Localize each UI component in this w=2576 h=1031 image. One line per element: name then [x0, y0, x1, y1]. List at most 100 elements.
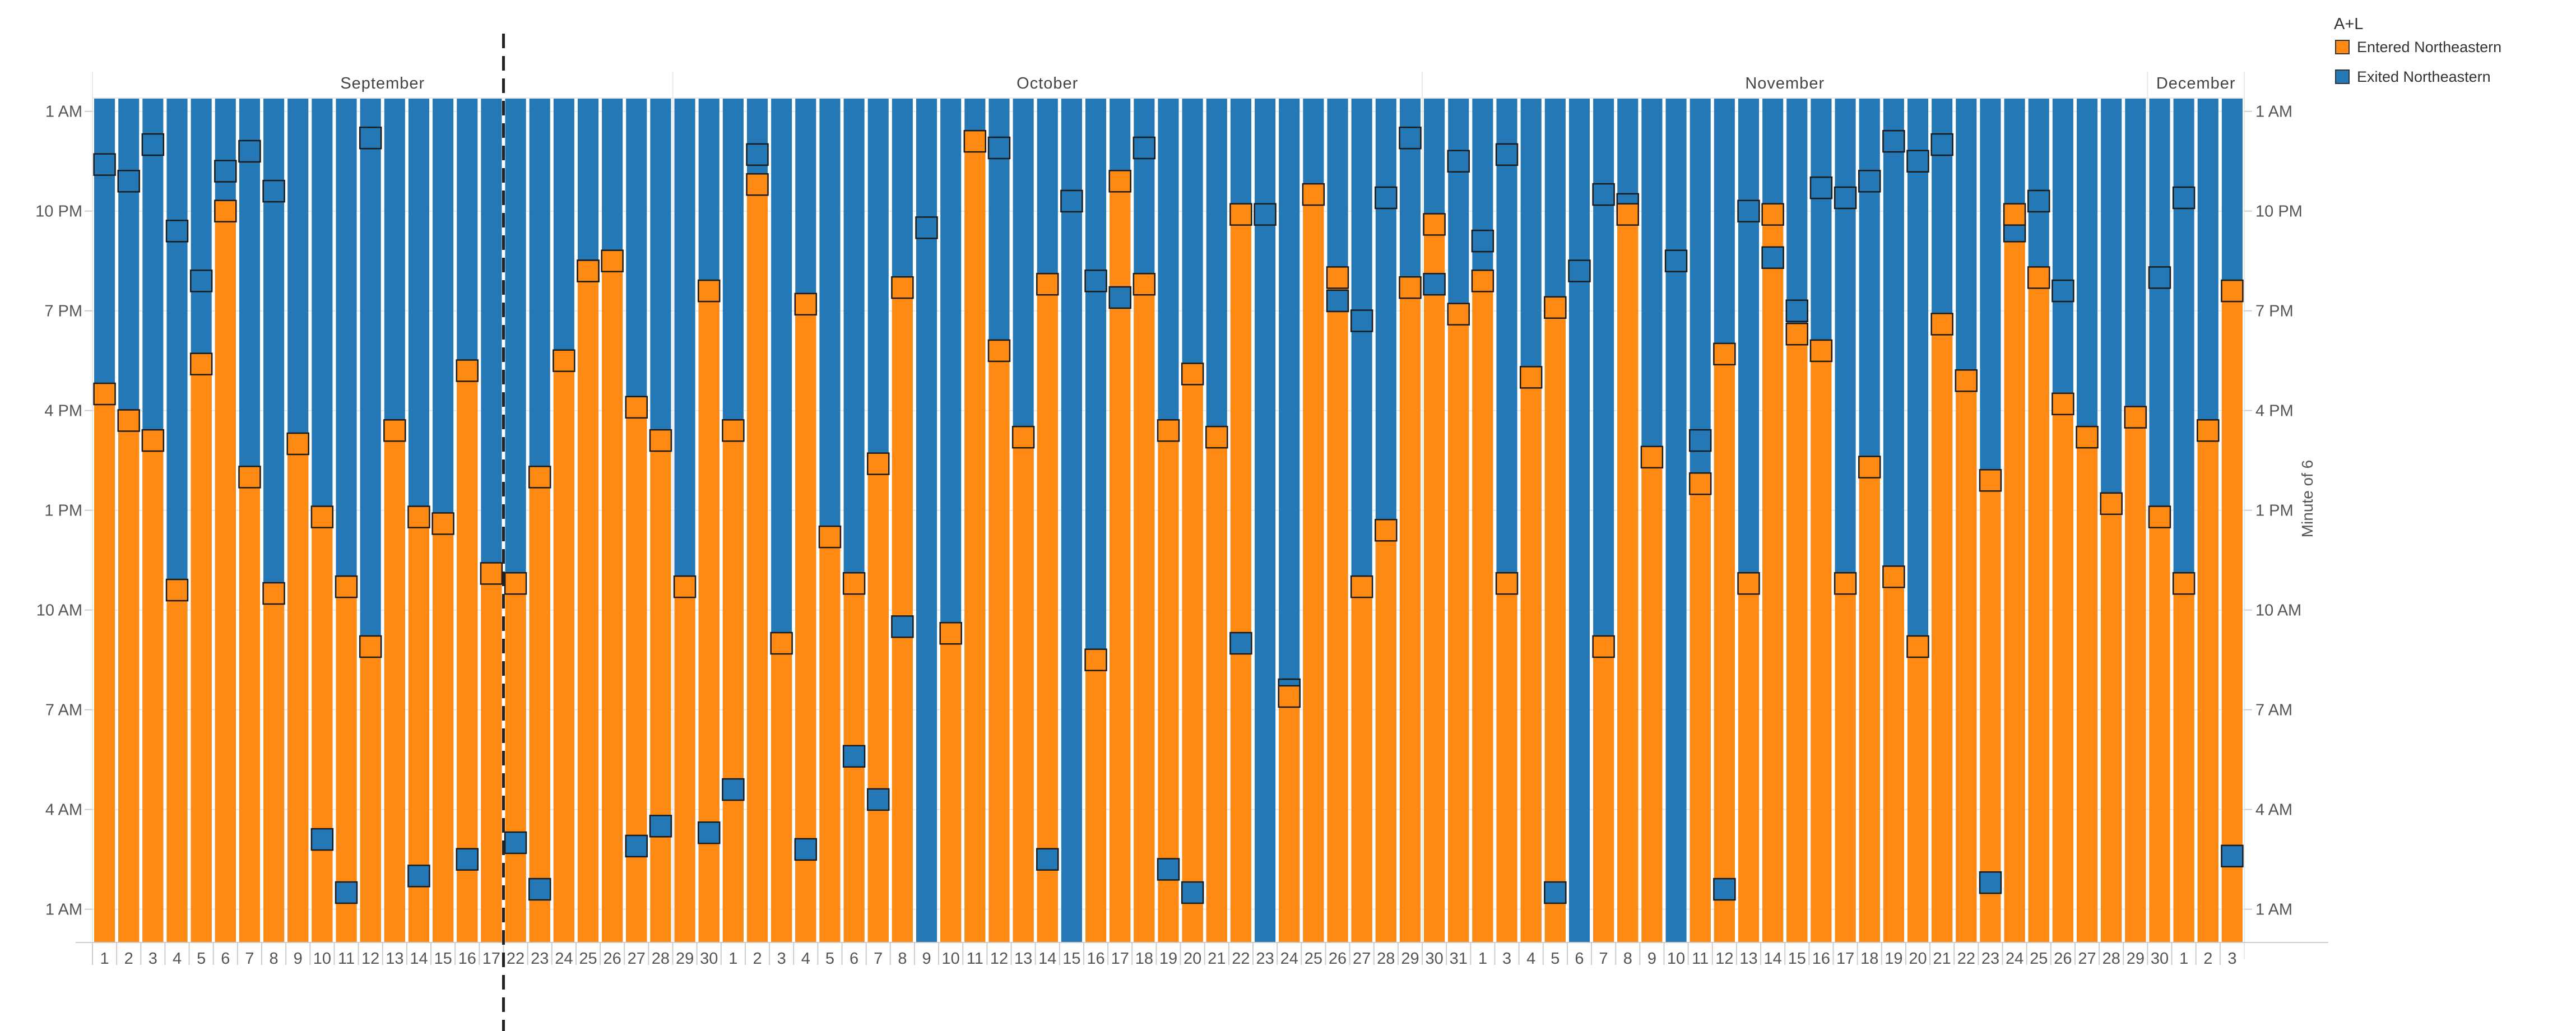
entered-bar — [1520, 377, 1542, 942]
x-tick-label: 23 — [1981, 950, 1999, 968]
exited-marker — [504, 831, 527, 854]
exited-marker — [794, 838, 818, 861]
entered-marker — [1713, 342, 1736, 366]
entered-marker — [1181, 363, 1204, 386]
entered-bar — [1835, 583, 1856, 942]
x-tick-label: 12 — [1715, 950, 1733, 968]
entered-marker — [1132, 273, 1156, 296]
y-tick-label-left: 1 AM — [45, 901, 82, 919]
x-tick-label: 3 — [1502, 950, 1511, 968]
entered-bar — [940, 633, 962, 942]
entered-marker — [407, 505, 430, 528]
x-tick-label: 9 — [922, 950, 931, 968]
x-tick-label: 12 — [990, 950, 1008, 968]
exited-marker — [1688, 429, 1712, 452]
entered-bar — [1399, 287, 1421, 942]
entered-bar — [553, 360, 574, 942]
entered-marker — [891, 276, 914, 299]
legend: A+L Entered Northeastern Exited Northeas… — [2334, 15, 2501, 85]
exited-marker — [1157, 858, 1180, 881]
exited-marker — [1906, 150, 1929, 173]
entered-marker — [262, 582, 285, 605]
exited-marker — [1737, 199, 1760, 222]
exited-marker — [1036, 848, 1059, 871]
entered-bar — [1690, 484, 1711, 942]
entered-bar — [1762, 214, 1784, 942]
x-tick-label: 13 — [1014, 950, 1032, 968]
entered-marker — [335, 575, 358, 598]
x-tick-label: 24 — [2006, 950, 2023, 968]
entered-bar — [674, 587, 695, 942]
entered-bar — [1859, 467, 1880, 942]
exited-marker — [1761, 246, 1784, 270]
x-tick-label: 29 — [676, 950, 694, 968]
x-tick-label: 3 — [148, 950, 157, 968]
entered-bar — [215, 211, 236, 943]
x-tick-label: 1 — [728, 950, 737, 968]
entered-bar — [1714, 354, 1735, 942]
entered-marker — [165, 578, 189, 602]
y-tick-label-left: 10 PM — [35, 203, 82, 221]
entered-marker — [625, 396, 648, 419]
x-tick-label: 30 — [700, 950, 718, 968]
exited-marker — [2148, 266, 2171, 289]
x-tick-label: 14 — [410, 950, 428, 968]
entered-marker — [842, 572, 866, 595]
exited-marker — [165, 220, 189, 243]
entered-bar — [384, 430, 405, 942]
entered-bar — [263, 593, 285, 942]
exited-marker — [1254, 203, 1277, 226]
entered-marker — [1544, 296, 1567, 319]
x-tick-label: 15 — [434, 950, 452, 968]
entered-marker — [673, 575, 697, 598]
entered-bar — [2149, 517, 2170, 942]
exited-marker — [1858, 170, 1881, 193]
entered-marker — [141, 429, 165, 452]
exited-bar — [1255, 98, 1276, 942]
entered-marker — [1834, 572, 1857, 595]
exited-marker — [1979, 871, 2002, 894]
x-tick-label: 17 — [1111, 950, 1129, 968]
exited-marker — [2051, 279, 2074, 303]
x-tick-label: 29 — [1401, 950, 1419, 968]
entered-marker — [601, 249, 624, 272]
exited-marker — [528, 877, 551, 901]
entered-marker — [480, 562, 503, 585]
x-tick-label: 28 — [652, 950, 670, 968]
x-tick-label: 24 — [555, 950, 573, 968]
entered-bar — [360, 646, 381, 942]
exited-marker — [1882, 129, 1905, 153]
bars — [94, 98, 2243, 943]
y-tick-label-left: 7 AM — [45, 702, 82, 719]
exited-marker — [1930, 133, 1953, 156]
x-tick-label: 8 — [898, 950, 907, 968]
entered-bar — [287, 444, 309, 942]
entered-marker — [1858, 456, 1881, 479]
y-tick-label-right: 4 PM — [2255, 402, 2294, 420]
entered-bar — [1593, 646, 1614, 942]
entered-bar — [529, 477, 550, 942]
x-tick-label: 25 — [1305, 950, 1322, 968]
x-tick-label: 22 — [507, 950, 525, 968]
y-tick-label-left: 4 PM — [44, 402, 82, 420]
x-tick-label: 16 — [1087, 950, 1104, 968]
exited-marker — [93, 153, 116, 176]
exited-marker — [1229, 631, 1252, 655]
entered-marker — [528, 466, 551, 489]
y-tick-label-right: 1 PM — [2255, 502, 2294, 520]
exited-marker — [1544, 881, 1567, 904]
entered-marker — [359, 635, 382, 658]
x-tick-label: 7 — [1599, 950, 1608, 968]
entered-bar — [1158, 430, 1179, 942]
x-tick-label: 10 — [313, 950, 331, 968]
x-tick-label: 16 — [458, 950, 476, 968]
x-tick-label: 1 — [1478, 950, 1487, 968]
entered-bar — [819, 537, 841, 942]
x-tick-label: 17 — [482, 950, 500, 968]
entered-marker — [1785, 323, 1809, 346]
x-tick-label: 17 — [1836, 950, 1854, 968]
exited-marker — [456, 848, 479, 871]
exited-marker — [238, 140, 261, 163]
exited-marker — [1423, 273, 1446, 296]
y-tick-label-right: 10 PM — [2255, 203, 2303, 221]
